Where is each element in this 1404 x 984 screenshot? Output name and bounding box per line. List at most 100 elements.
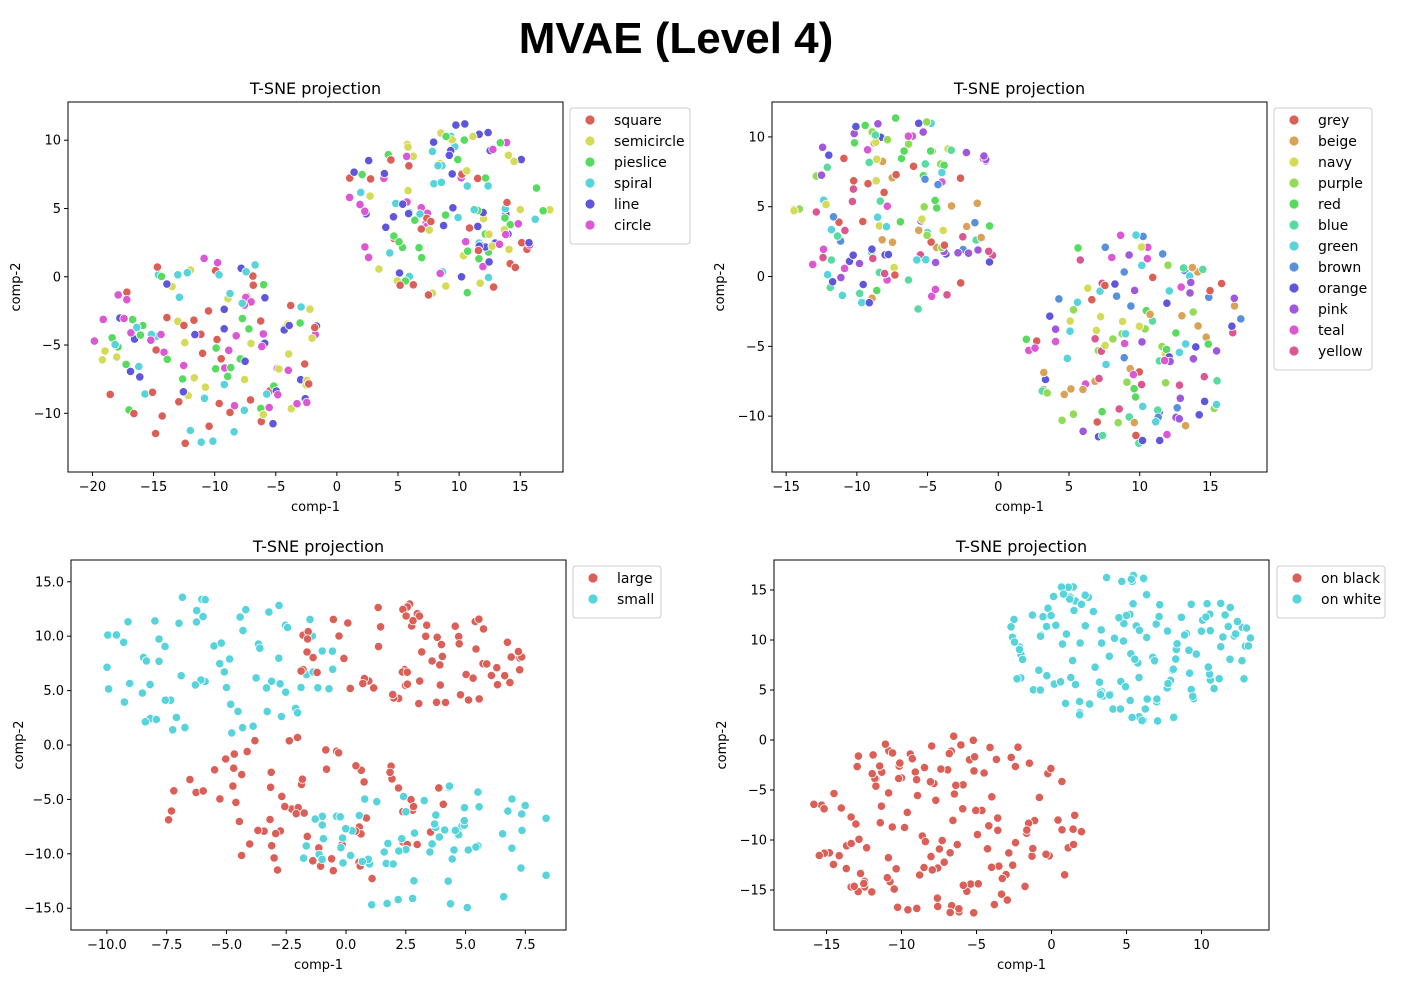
data-point bbox=[1174, 380, 1185, 390]
x-tick-label: −15 bbox=[772, 480, 799, 495]
y-tick-label: −15 bbox=[740, 884, 767, 899]
data-point bbox=[176, 671, 186, 681]
data-point bbox=[1009, 637, 1020, 647]
y-tick-label: −5 bbox=[748, 784, 767, 799]
data-point bbox=[401, 611, 411, 621]
data-point bbox=[1113, 418, 1123, 428]
tsne-panel-shape: T-SNE projection −20 −15 −10 −5 0 5 10 15 −10 −5 0 5… bbox=[9, 79, 691, 515]
data-point bbox=[1070, 810, 1080, 820]
data-point bbox=[389, 231, 399, 241]
data-point bbox=[375, 622, 386, 632]
data-point bbox=[1179, 263, 1189, 273]
data-point bbox=[200, 595, 210, 605]
data-point bbox=[1172, 403, 1182, 413]
data-point bbox=[328, 614, 338, 625]
data-point bbox=[198, 786, 208, 796]
data-point bbox=[386, 155, 396, 165]
data-point bbox=[903, 905, 913, 915]
data-point bbox=[854, 834, 864, 844]
data-point bbox=[233, 706, 243, 717]
data-point bbox=[1066, 672, 1076, 683]
data-point bbox=[1121, 610, 1132, 621]
data-point bbox=[1035, 685, 1045, 695]
data-point bbox=[1070, 679, 1081, 690]
data-point bbox=[174, 397, 184, 407]
data-point bbox=[984, 246, 994, 256]
data-point bbox=[449, 845, 459, 855]
data-point bbox=[261, 683, 272, 693]
data-point bbox=[434, 783, 444, 793]
data-point bbox=[985, 742, 995, 753]
data-point bbox=[867, 769, 877, 779]
legend-label: yellow bbox=[1318, 344, 1363, 360]
data-point bbox=[190, 329, 200, 340]
data-point bbox=[177, 592, 187, 602]
data-point bbox=[272, 865, 283, 875]
data-point bbox=[241, 605, 251, 615]
data-point bbox=[215, 659, 225, 669]
data-point bbox=[157, 411, 167, 421]
data-point bbox=[219, 304, 229, 314]
data-point bbox=[135, 372, 145, 382]
y-tick-label: 5.0 bbox=[43, 684, 64, 699]
data-point bbox=[444, 781, 454, 791]
data-point bbox=[1236, 314, 1246, 324]
data-point bbox=[891, 864, 901, 874]
data-point bbox=[976, 233, 986, 243]
data-point bbox=[939, 857, 949, 867]
data-point bbox=[936, 764, 946, 774]
data-point bbox=[385, 767, 395, 777]
data-point bbox=[284, 736, 294, 746]
data-point bbox=[1008, 860, 1018, 870]
y-axis-label: comp-2 bbox=[9, 263, 24, 312]
data-point bbox=[1138, 401, 1148, 411]
data-point bbox=[269, 853, 279, 863]
legend-label: red bbox=[1318, 197, 1341, 213]
data-point bbox=[162, 279, 172, 289]
data-point bbox=[879, 268, 890, 279]
y-tick-label: −10.0 bbox=[24, 847, 64, 862]
data-point bbox=[160, 641, 170, 652]
data-point bbox=[937, 835, 947, 846]
data-point bbox=[302, 634, 313, 644]
data-point bbox=[273, 390, 283, 400]
data-point bbox=[237, 313, 247, 324]
x-tick-label: −5 bbox=[266, 480, 285, 495]
data-point bbox=[291, 809, 301, 819]
data-point bbox=[103, 630, 113, 640]
data-point bbox=[313, 683, 323, 693]
data-point bbox=[488, 144, 498, 154]
data-point bbox=[1162, 298, 1172, 308]
data-point bbox=[1136, 242, 1147, 252]
y-tick-label: 15.0 bbox=[35, 575, 64, 590]
data-point bbox=[351, 761, 361, 771]
data-point bbox=[393, 783, 404, 793]
data-point bbox=[1223, 621, 1233, 632]
data-point bbox=[373, 602, 383, 613]
data-point bbox=[808, 259, 818, 269]
data-point bbox=[268, 419, 278, 429]
x-tick-label: 0.0 bbox=[336, 938, 357, 953]
data-point bbox=[360, 794, 370, 804]
data-point bbox=[358, 678, 368, 689]
data-point bbox=[1216, 598, 1226, 609]
data-point bbox=[119, 637, 129, 647]
data-point bbox=[836, 272, 846, 283]
data-point bbox=[912, 255, 922, 265]
data-point bbox=[381, 222, 391, 232]
data-point bbox=[1203, 339, 1213, 349]
data-point bbox=[464, 223, 475, 233]
data-point bbox=[961, 148, 972, 158]
data-point bbox=[973, 879, 983, 889]
axes-frame bbox=[773, 559, 1270, 931]
data-point bbox=[178, 387, 188, 397]
x-tick-label: 0 bbox=[1047, 938, 1055, 953]
data-point bbox=[262, 706, 272, 717]
data-point bbox=[1012, 674, 1022, 684]
data-point bbox=[299, 808, 309, 818]
data-point bbox=[1229, 293, 1239, 303]
data-point bbox=[914, 118, 924, 128]
data-point bbox=[1198, 264, 1208, 274]
data-point bbox=[151, 428, 161, 439]
